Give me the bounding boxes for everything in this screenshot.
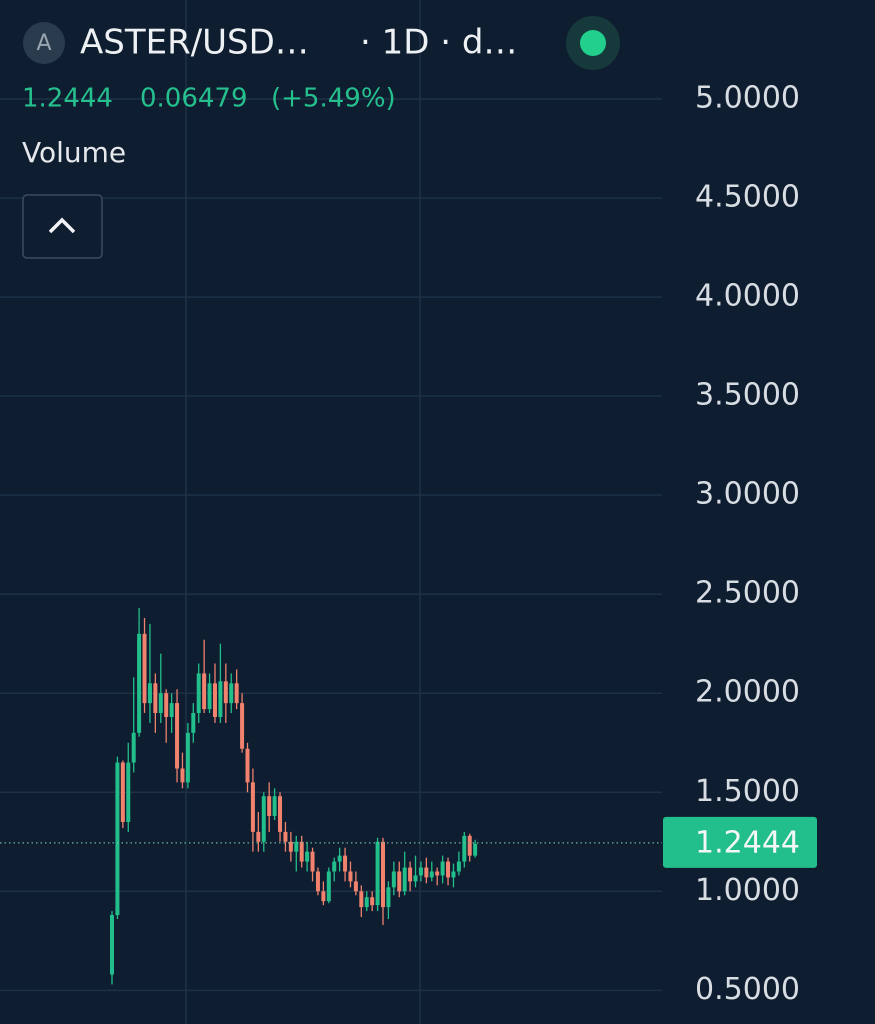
candle-body xyxy=(110,915,114,975)
y-tick-label: 3.5000 xyxy=(695,378,800,413)
candle-body xyxy=(397,871,402,892)
status-dot[interactable] xyxy=(580,30,606,56)
candle-body xyxy=(391,871,396,888)
candle-body xyxy=(283,831,288,842)
candle-body xyxy=(240,703,245,749)
candle-body xyxy=(245,748,250,783)
candle-body xyxy=(435,871,440,876)
candle-body xyxy=(413,875,418,882)
y-tick-label: 2.0000 xyxy=(695,675,800,710)
candle-body xyxy=(370,897,375,906)
candle-body xyxy=(288,841,293,852)
candle-body xyxy=(169,703,174,717)
candle-body xyxy=(408,867,413,882)
candle-body xyxy=(310,851,315,872)
candle-body xyxy=(353,881,358,892)
candle-body xyxy=(451,871,456,878)
y-tick-label: 4.0000 xyxy=(695,279,800,314)
candle-body xyxy=(158,693,163,714)
candle-body xyxy=(202,673,207,710)
candle-body xyxy=(223,681,228,704)
y-tick-label: 1.0000 xyxy=(695,873,800,908)
candle-body xyxy=(229,683,234,704)
candle-body xyxy=(326,871,331,902)
candle-body xyxy=(473,843,478,856)
collapse-button[interactable] xyxy=(22,194,103,259)
candle-body xyxy=(462,835,467,862)
candle-body xyxy=(212,683,217,717)
candle-body xyxy=(315,871,320,892)
candle-body xyxy=(164,693,169,717)
candle-body xyxy=(294,841,299,852)
candle-body xyxy=(218,681,223,717)
candle-body xyxy=(126,762,131,822)
last-price: 1.2444 xyxy=(22,84,113,114)
candle-body xyxy=(261,796,266,842)
candle-body xyxy=(137,633,142,733)
symbol[interactable]: ASTER/USD… xyxy=(80,23,309,63)
candle-body xyxy=(456,861,461,872)
candle-body xyxy=(153,683,158,714)
candle-body xyxy=(348,871,353,882)
candle-body xyxy=(305,851,310,862)
candle-body xyxy=(147,683,152,704)
symbol-icon[interactable] xyxy=(23,22,65,64)
candle-body xyxy=(234,683,239,704)
candle-body xyxy=(429,871,434,878)
indicator[interactable]: Volume xyxy=(22,136,126,169)
candle-body xyxy=(332,861,337,872)
candle-body xyxy=(131,732,136,763)
change-pct: (+5.49%) xyxy=(271,84,396,114)
candle-body xyxy=(207,683,212,710)
candle-body xyxy=(440,861,445,876)
candle-body xyxy=(424,867,429,878)
candle-body xyxy=(402,867,407,892)
candle-body xyxy=(185,732,190,783)
chevron-up xyxy=(48,217,76,234)
plot: 0.5000 1.0000 1.5000 2.0000 2.5000 3.0000 3.50… xyxy=(0,81,817,1007)
candle-body xyxy=(299,841,304,862)
candle-body xyxy=(359,891,364,908)
candle-body xyxy=(120,762,125,822)
candle-body xyxy=(191,713,196,733)
candle-body xyxy=(175,703,180,769)
symbol-icon-letter: A xyxy=(36,31,51,56)
candle-body xyxy=(256,831,261,842)
candle-body xyxy=(343,855,348,872)
y-tick-label: 5.0000 xyxy=(695,81,800,116)
candle-body xyxy=(115,762,120,916)
y-tick-label: 1.5000 xyxy=(695,774,800,809)
candle-body xyxy=(381,841,385,908)
candle-body xyxy=(180,768,185,783)
candle-body xyxy=(142,633,147,704)
last-price-tag-label: 1.2444 xyxy=(695,825,800,860)
candle-body xyxy=(272,796,277,817)
candle-body xyxy=(278,796,283,832)
candle-body xyxy=(196,673,201,714)
candle-body xyxy=(446,861,451,878)
candle-body xyxy=(250,782,255,832)
y-tick-label: 3.0000 xyxy=(695,477,800,512)
candle-body xyxy=(467,835,472,856)
interval[interactable]: · 1D · d… xyxy=(360,23,517,63)
candle-body xyxy=(321,891,326,902)
y-tick-label: 0.5000 xyxy=(695,972,800,1007)
y-tick-label: 4.5000 xyxy=(695,180,800,215)
candle-body xyxy=(418,867,423,876)
y-tick-label: 2.5000 xyxy=(695,576,800,611)
candle-body xyxy=(375,841,380,906)
last-price-tag xyxy=(663,816,817,868)
candle-body xyxy=(364,897,369,908)
candle-body xyxy=(337,855,342,862)
candle-body xyxy=(267,796,272,817)
change: 0.06479 xyxy=(140,84,248,114)
grid xyxy=(185,0,421,1024)
candle-body xyxy=(386,887,391,908)
